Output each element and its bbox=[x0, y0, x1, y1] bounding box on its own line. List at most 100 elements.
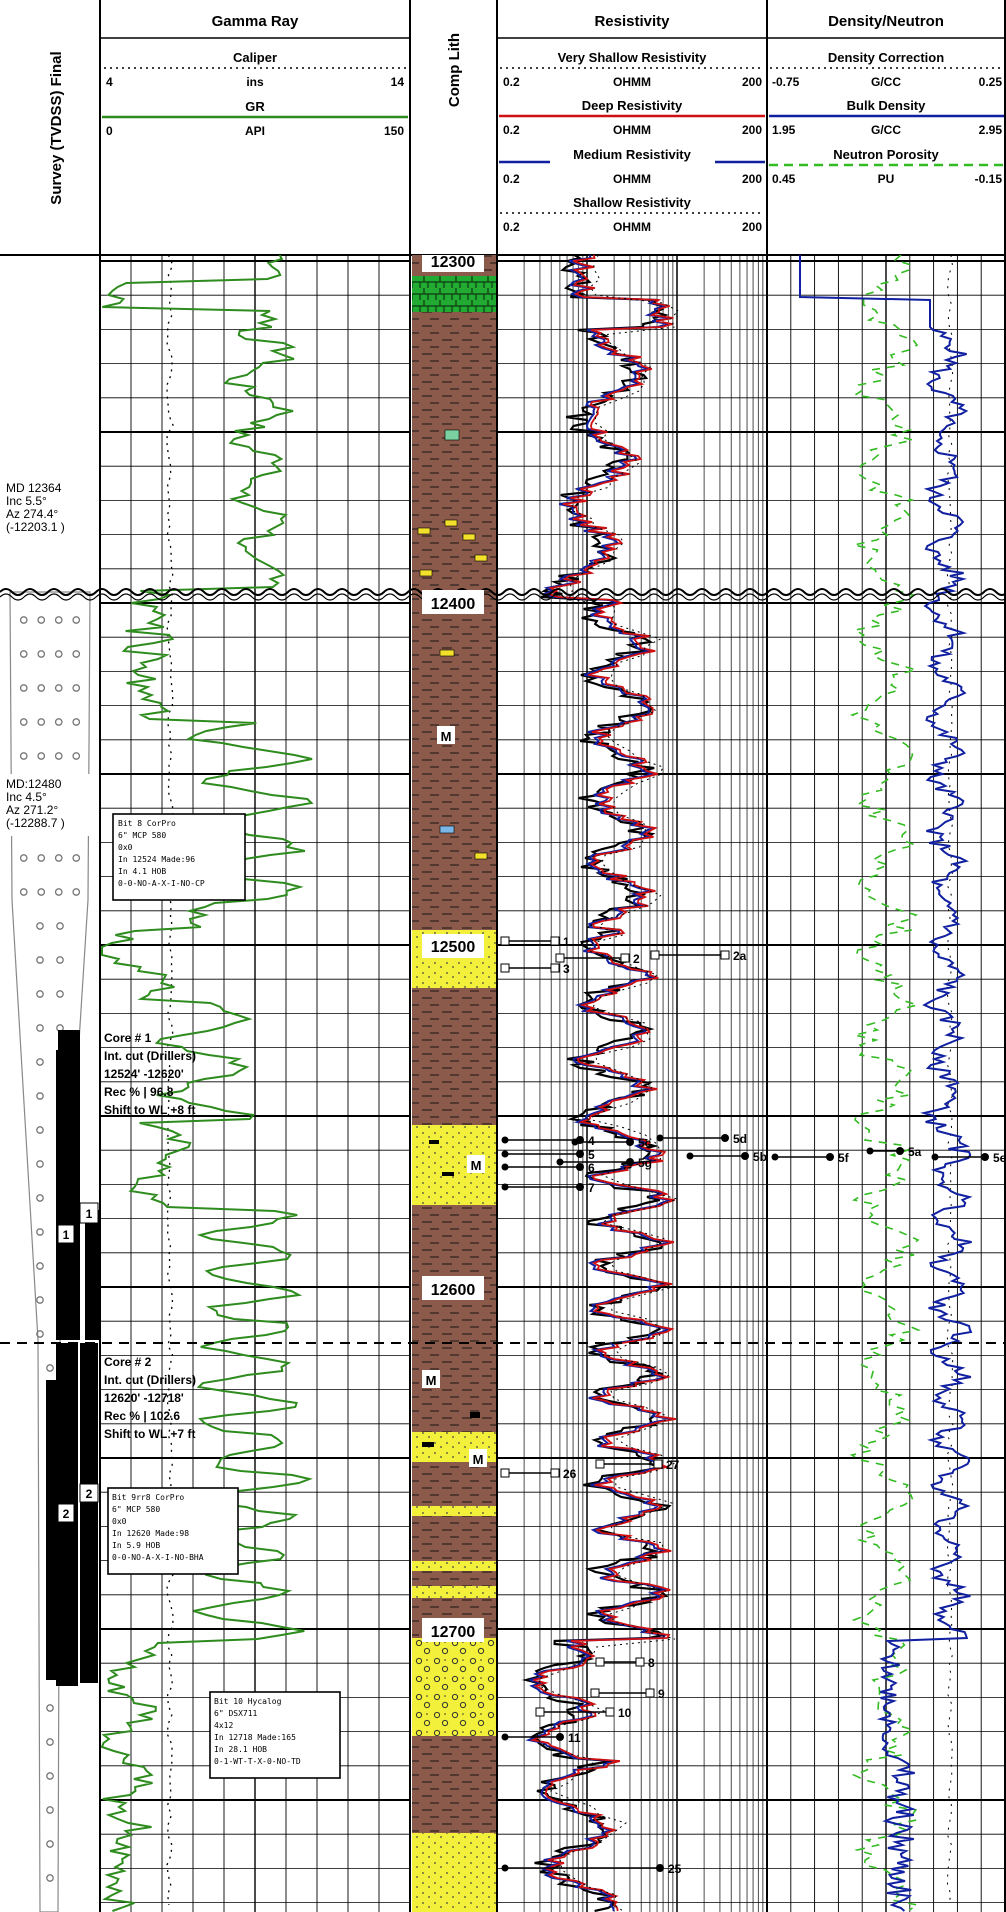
gr-max: 150 bbox=[384, 124, 404, 138]
survey-1-md: MD 12364 bbox=[6, 481, 62, 495]
sample-marker: 11 bbox=[501, 1731, 581, 1745]
depth-label-12600: 12600 bbox=[431, 1282, 476, 1299]
sample-marker: 5 bbox=[501, 1148, 595, 1162]
sample-label: 4 bbox=[588, 1134, 595, 1148]
sample-label: 2a bbox=[733, 949, 747, 963]
bit-3-line: 0-1-WT-T-X-0-NO-TD bbox=[214, 1757, 301, 1766]
survey-1-inc: Inc 5.5° bbox=[6, 494, 47, 508]
bit-1-line: In 12524 Made:96 bbox=[118, 855, 195, 864]
sample-marker: 5g bbox=[556, 1156, 652, 1170]
very-shallow-resistivity-curve bbox=[536, 255, 680, 1912]
sample-label: 5c bbox=[638, 1136, 652, 1150]
lithology-column bbox=[412, 255, 496, 1912]
dcorr-name: Density Correction bbox=[828, 50, 944, 65]
neutron-name: Neutron Porosity bbox=[833, 147, 939, 162]
caliper-max: 14 bbox=[391, 75, 405, 89]
bit-1-line: 0x0 bbox=[118, 843, 133, 852]
gr-unit: API bbox=[245, 124, 265, 138]
bit-1-line: 6" MCP 580 bbox=[118, 831, 166, 840]
core-1-cut: Int. cut (Drillers) bbox=[104, 1049, 196, 1063]
sample-marker: 9 bbox=[590, 1687, 665, 1701]
shallow-unit: OHMM bbox=[613, 220, 651, 234]
sample-marker: 7 bbox=[501, 1181, 595, 1195]
shallow-min: 0.2 bbox=[503, 220, 520, 234]
bit-2-line: 0x0 bbox=[112, 1517, 127, 1526]
deep-min: 0.2 bbox=[503, 123, 520, 137]
gr-curve bbox=[100, 255, 314, 1912]
core-bars: 1 1 2 2 bbox=[46, 1030, 99, 1686]
sample-label: 8 bbox=[648, 1656, 655, 1670]
bit-box-3: Bit 10 Hycalog 6" DSX711 4x12 In 12718 M… bbox=[209, 1691, 341, 1779]
bit-box-1: Bit 8 CorPro 6" MCP 580 0x0 In 12524 Mad… bbox=[112, 813, 246, 901]
conglomerate-bed bbox=[412, 1638, 496, 1736]
core-2-title: Core # 2 bbox=[104, 1355, 152, 1369]
bit-3-line: Bit 10 Hycalog bbox=[214, 1697, 282, 1706]
unconformity-line bbox=[0, 588, 1006, 596]
sample-marker: 26 bbox=[500, 1467, 577, 1481]
sample-marker: 5d bbox=[656, 1132, 747, 1146]
survey-annotation-1: MD 12364 Inc 5.5° Az 274.4° (-12203.1 ) bbox=[4, 478, 92, 540]
medium-min: 0.2 bbox=[503, 172, 520, 186]
bit-3-line: 6" DSX711 bbox=[214, 1709, 258, 1718]
sample-marker: 1 bbox=[500, 935, 570, 949]
sample-label: 5 bbox=[588, 1148, 595, 1162]
core-1-number: 1 bbox=[86, 1207, 93, 1221]
shallow-max: 200 bbox=[742, 220, 762, 234]
bit-2-line: 6" MCP 580 bbox=[112, 1505, 160, 1514]
sample-label: 10 bbox=[618, 1706, 632, 1720]
depth-label-12700: 12700 bbox=[431, 1624, 476, 1641]
sand-bed bbox=[412, 1586, 496, 1598]
sand-bed bbox=[412, 1561, 496, 1571]
bit-1-line: In 4.1 HOB bbox=[118, 867, 166, 876]
lith-mark-m: M bbox=[471, 1158, 482, 1173]
sample-label: 5e bbox=[993, 1151, 1006, 1165]
dcorr-max: 0.25 bbox=[979, 75, 1003, 89]
bulk-density-name: Bulk Density bbox=[847, 98, 927, 113]
deep-max: 200 bbox=[742, 123, 762, 137]
bit-box-2: Bit 9rr8 CorPro 6" MCP 580 0x0 In 12620 … bbox=[107, 1487, 239, 1575]
sample-marker: 5a bbox=[866, 1145, 922, 1159]
unconformity-line bbox=[0, 593, 1006, 601]
sample-label: 3 bbox=[563, 962, 570, 976]
survey-2-az: Az 271.2° bbox=[6, 803, 58, 817]
bulk-min: 1.95 bbox=[772, 123, 796, 137]
neutron-unit: PU bbox=[878, 172, 895, 186]
sample-marker: 25 bbox=[501, 1862, 682, 1876]
core-1-interval: 12524' -12620' bbox=[104, 1067, 184, 1081]
sample-label: 2 bbox=[633, 952, 640, 966]
survey-track-title: Survey (TVDSS) Final bbox=[48, 51, 65, 204]
core-annotation-2: Core # 2 Int. cut (Drillers) 12620' -127… bbox=[104, 1355, 196, 1441]
vshallow-res-name: Very Shallow Resistivity bbox=[558, 50, 708, 65]
sample-marker: 2 bbox=[555, 952, 640, 966]
deep-unit: OHMM bbox=[613, 123, 651, 137]
neutron-max: -0.15 bbox=[975, 172, 1003, 186]
vshallow-unit: OHMM bbox=[613, 75, 651, 89]
wellbore-path bbox=[9, 591, 91, 1912]
core-2-number: 2 bbox=[63, 1507, 70, 1521]
neutron-min: 0.45 bbox=[772, 172, 796, 186]
sample-label: 7 bbox=[588, 1181, 595, 1195]
bit-3-line: In 28.1 HOB bbox=[214, 1745, 267, 1754]
lith-mark-m: M bbox=[473, 1452, 484, 1467]
core-2-interval: 12620' -12718' bbox=[104, 1391, 184, 1405]
core-2-number: 2 bbox=[86, 1487, 93, 1501]
core-2-rec: Rec % | 102.6 bbox=[104, 1409, 180, 1423]
bit-2-line: In 12620 Made:98 bbox=[112, 1529, 189, 1538]
bulk-unit: G/CC bbox=[871, 123, 901, 137]
neutron-porosity-curve bbox=[849, 255, 921, 1911]
sample-label: 25 bbox=[668, 1862, 682, 1876]
depth-label-box bbox=[422, 1276, 484, 1300]
sample-marker: 2a bbox=[650, 949, 747, 963]
deep-resistivity-curve bbox=[529, 255, 677, 1912]
dcorr-min: -0.75 bbox=[772, 75, 800, 89]
medium-max: 200 bbox=[742, 172, 762, 186]
caliper-unit: ins bbox=[246, 75, 264, 89]
depth-label-12400: 12400 bbox=[431, 596, 476, 613]
depth-labels: 12300 12400 12500 12600 12700 bbox=[422, 255, 484, 1642]
core-1-title: Core # 1 bbox=[104, 1031, 152, 1045]
lith-mark-m: M bbox=[441, 729, 452, 744]
survey-annotation-2: MD:12480 Inc 4.5° Az 271.2° (-12288.7 ) bbox=[4, 774, 96, 836]
lith-mark-m: M bbox=[426, 1373, 437, 1388]
caliper-min: 4 bbox=[106, 75, 113, 89]
